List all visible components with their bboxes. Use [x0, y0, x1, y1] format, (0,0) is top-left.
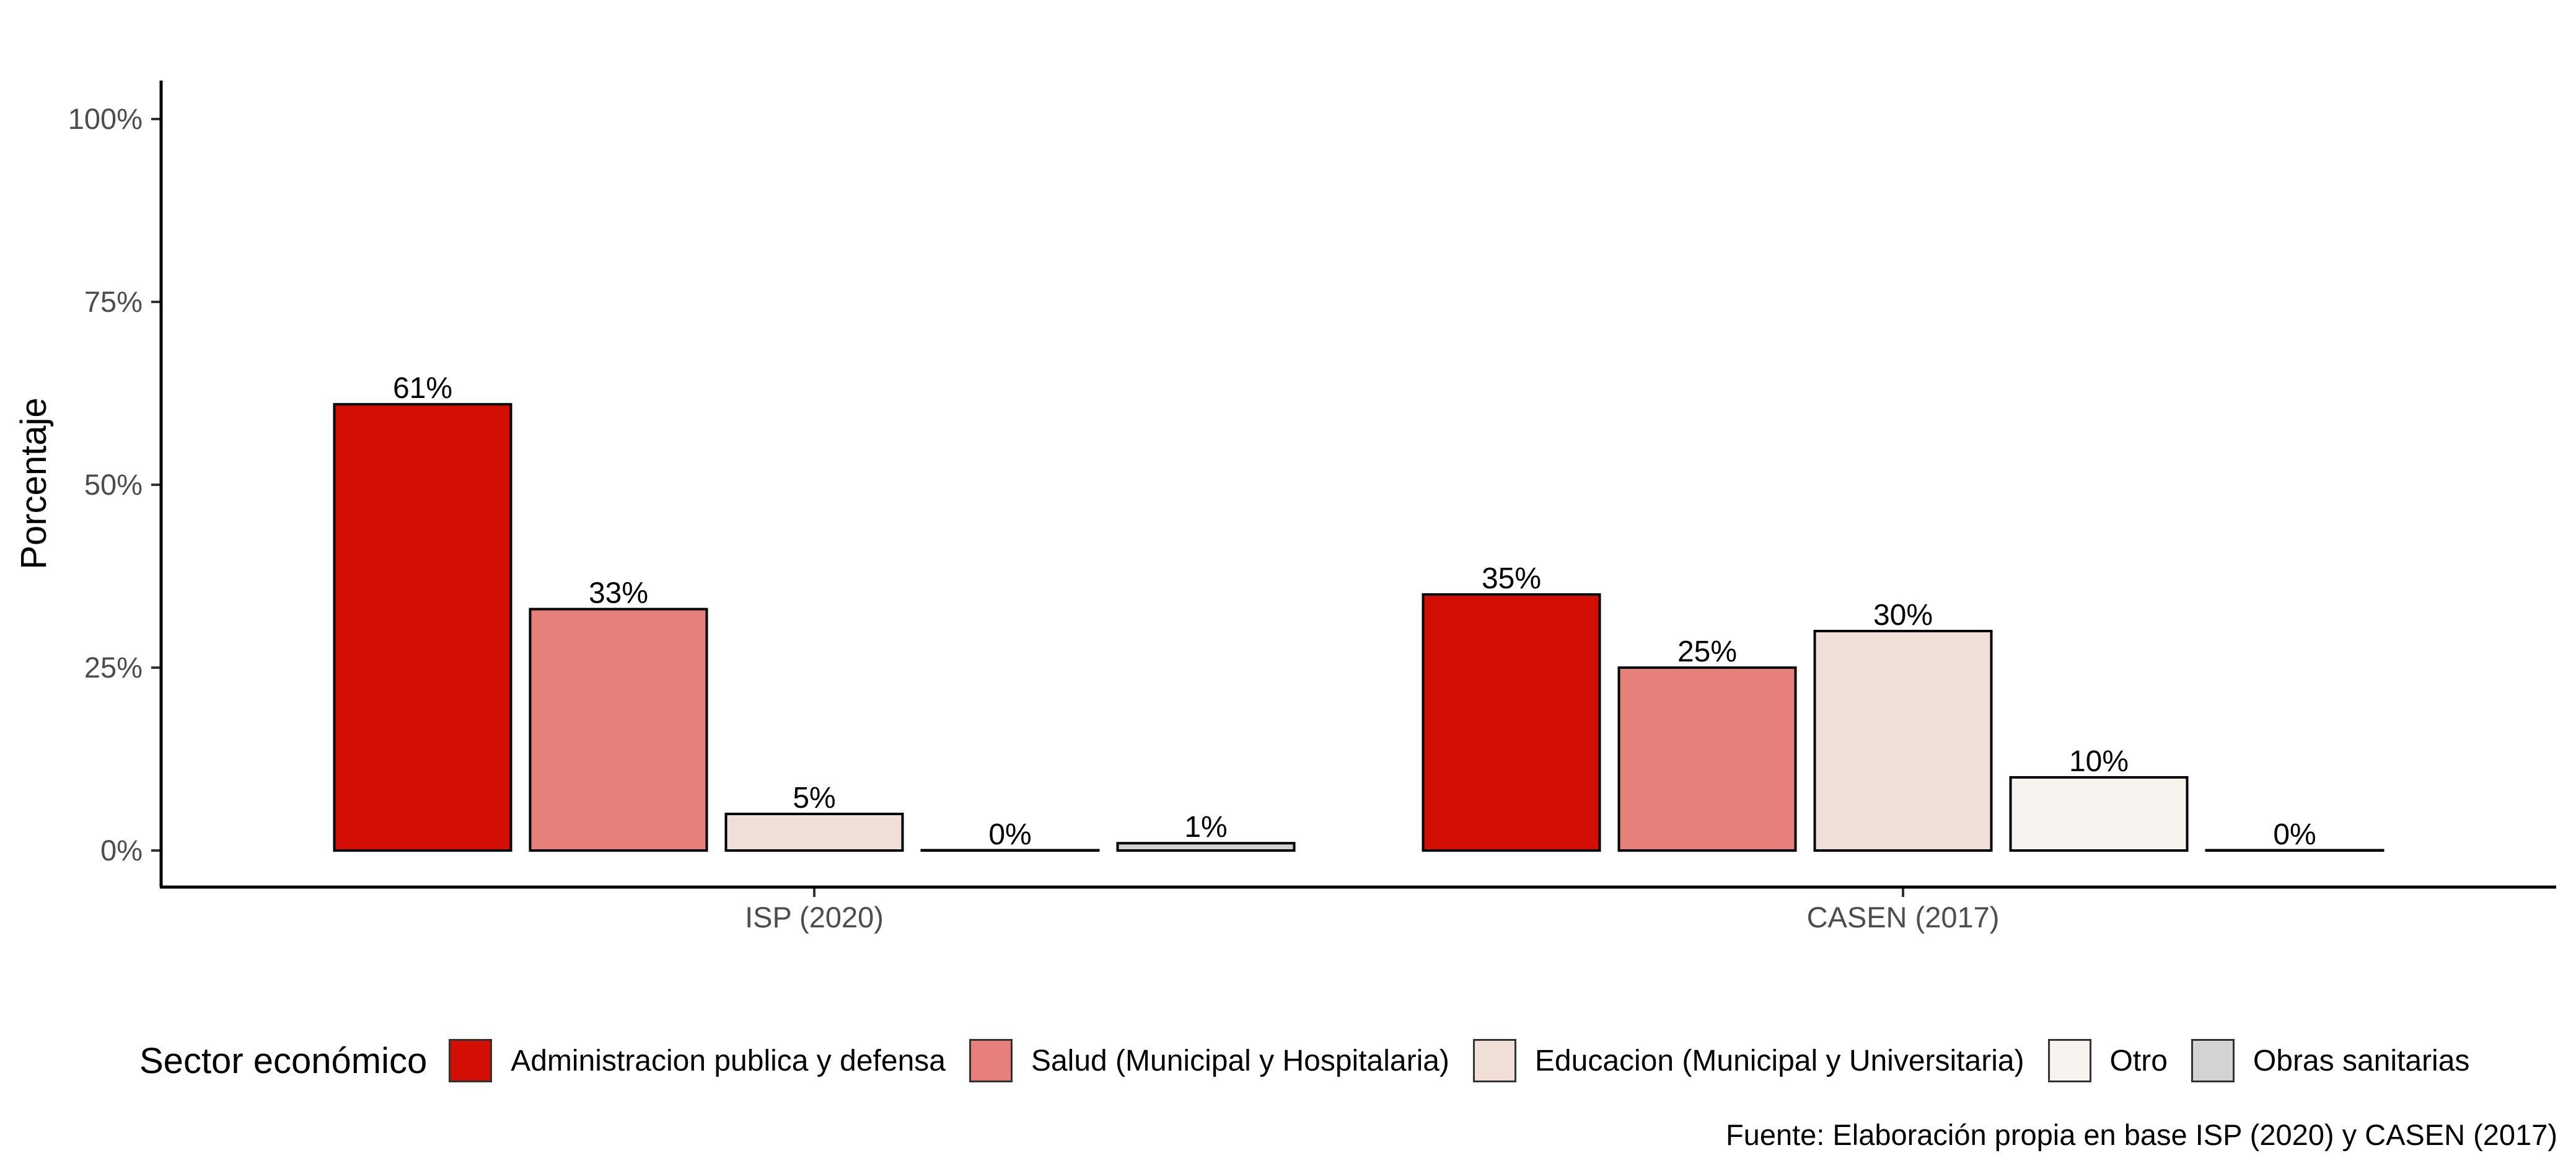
bar	[1116, 842, 1296, 852]
y-tick-label: 25%	[84, 651, 143, 684]
y-axis-ticks: 0% 25% 50% 75% 100%	[68, 102, 161, 867]
bar	[1617, 666, 1797, 852]
legend-swatch	[1472, 1039, 1516, 1082]
chart-caption: Fuente: Elaboración propia en base ISP (…	[1725, 1118, 2557, 1151]
data-label: 25%	[1677, 635, 1737, 668]
data-label: 10%	[2069, 745, 2129, 778]
y-tick-label: 100%	[68, 102, 143, 135]
y-axis-title: Porcentaje	[14, 397, 54, 569]
data-label: 35%	[1482, 562, 1541, 595]
data-label: 61%	[393, 372, 452, 405]
bars	[333, 403, 2385, 852]
legend-label: Educacion (Municipal y Universitaria)	[1534, 1044, 2024, 1077]
bar-chart: 0% 25% 50% 75% 100% 61% 33% 5% 0% 1% 35% 25% 30% 10%…	[14, 81, 2556, 934]
legend-swatch	[969, 1039, 1013, 1082]
legend-item: Salud (Municipal y Hospitalaria)	[969, 1039, 1449, 1082]
y-tick-label: 50%	[84, 468, 143, 501]
data-label: 0%	[2273, 818, 2316, 851]
legend-item: Educacion (Municipal y Universitaria)	[1472, 1039, 2024, 1082]
y-tick-label: 75%	[84, 285, 143, 318]
data-label: 0%	[988, 818, 1031, 851]
y-tick-label: 0%	[100, 834, 143, 867]
legend-label: Obras sanitarias	[2253, 1044, 2470, 1077]
legend-swatch	[449, 1039, 493, 1082]
legend-title: Sector económico	[139, 1040, 428, 1081]
x-tick-label: ISP (2020)	[745, 901, 884, 934]
data-label: 1%	[1184, 811, 1227, 844]
bar	[333, 403, 512, 852]
data-label: 33%	[589, 577, 648, 610]
bar	[1422, 593, 1601, 852]
legend: Sector económico Administracion publica …	[139, 1034, 2493, 1087]
x-tick-label: CASEN (2017)	[1807, 901, 2000, 934]
bar	[1813, 630, 1993, 852]
bar	[2009, 776, 2189, 852]
bar	[724, 813, 904, 852]
legend-label: Administracion publica y defensa	[511, 1044, 946, 1077]
legend-label: Salud (Municipal y Hospitalaria)	[1031, 1044, 1449, 1077]
legend-item: Obras sanitarias	[2191, 1039, 2469, 1082]
data-labels: 61% 33% 5% 0% 1% 35% 25% 30% 10% 0%	[393, 372, 2316, 851]
legend-items: Administracion publica y defensa Salud (M…	[449, 1039, 2493, 1082]
data-label: 30%	[1873, 599, 1933, 632]
legend-label: Otro	[2109, 1044, 2168, 1077]
legend-swatch	[2047, 1039, 2091, 1082]
data-label: 5%	[793, 782, 835, 815]
bar	[529, 608, 708, 852]
legend-item: Administracion publica y defensa	[449, 1039, 946, 1082]
legend-swatch	[2191, 1039, 2235, 1082]
x-axis-ticks: ISP (2020) CASEN (2017)	[745, 887, 1999, 934]
legend-item: Otro	[2047, 1039, 2168, 1082]
